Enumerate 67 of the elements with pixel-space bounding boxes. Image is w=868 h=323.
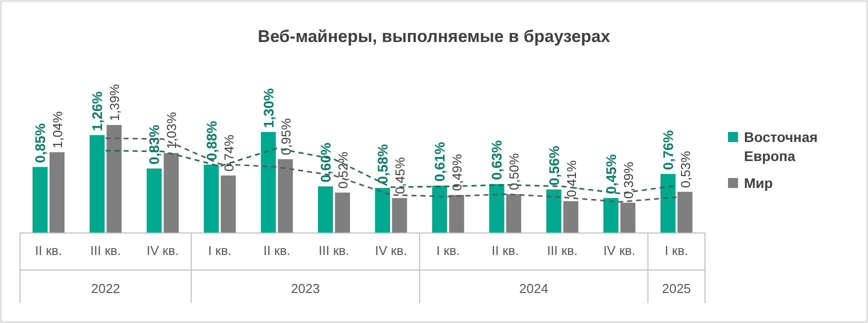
x-tick-label: III кв. bbox=[546, 243, 578, 258]
data-label: 0,83% bbox=[146, 124, 162, 165]
bar bbox=[50, 152, 65, 233]
data-label: 0,39% bbox=[620, 161, 636, 199]
data-label: 0,74% bbox=[221, 134, 236, 172]
text: 2022 bbox=[91, 281, 120, 296]
bar bbox=[506, 194, 522, 233]
data-label: 1,30% bbox=[260, 88, 276, 128]
data-label: 0,95% bbox=[278, 118, 294, 156]
bar bbox=[278, 159, 293, 233]
bar bbox=[392, 198, 408, 233]
text: 2025 bbox=[662, 281, 691, 296]
data-label: 0,76% bbox=[660, 130, 676, 170]
data-label: 1,39% bbox=[107, 84, 122, 121]
x-tick-label: III кв. bbox=[90, 243, 121, 258]
x-tick-label: I кв. bbox=[208, 243, 232, 258]
bar bbox=[164, 152, 179, 233]
bar bbox=[318, 186, 333, 233]
x-tick-label: IV кв. bbox=[603, 243, 636, 258]
data-label: 0,52% bbox=[335, 151, 350, 189]
bar bbox=[432, 186, 448, 233]
data-label: 0,56% bbox=[546, 145, 562, 186]
data-label: 1,26% bbox=[89, 90, 106, 132]
bar bbox=[90, 135, 105, 233]
data-label: 0,61% bbox=[432, 141, 448, 182]
data-label: 0,63% bbox=[488, 140, 505, 180]
bar bbox=[106, 125, 122, 233]
bar bbox=[375, 188, 390, 233]
x-tick-label: IV кв. bbox=[146, 243, 179, 258]
data-label: 1,03% bbox=[164, 112, 180, 149]
x-tick-label: II кв. bbox=[492, 243, 519, 258]
bar bbox=[603, 198, 618, 233]
x-tick-label: III кв. bbox=[318, 243, 350, 258]
bar bbox=[546, 189, 562, 233]
data-label: 0,53% bbox=[678, 150, 693, 188]
chart-title: Веб-майнеры, выполняемые в браузерах bbox=[258, 27, 611, 46]
x-tick-label: IV кв. bbox=[374, 243, 408, 258]
data-label: 0,60% bbox=[317, 142, 334, 182]
legend-label: Восточная Европа bbox=[744, 129, 818, 164]
x-tick-label: II кв. bbox=[35, 243, 62, 258]
text: 2024 bbox=[519, 281, 548, 296]
bar bbox=[489, 184, 504, 233]
data-label: 0,45% bbox=[602, 154, 619, 194]
data-label: 1,04% bbox=[50, 110, 66, 148]
bar bbox=[334, 192, 350, 233]
text: 2023 bbox=[290, 281, 320, 296]
x-tick-label: II кв. bbox=[263, 243, 290, 258]
data-label: 0,45% bbox=[392, 156, 408, 194]
bar bbox=[563, 201, 578, 233]
data-label: 0,49% bbox=[450, 154, 465, 191]
data-label: 0,58% bbox=[374, 144, 391, 184]
bar bbox=[449, 194, 464, 233]
bar bbox=[146, 168, 162, 233]
x-tick-label: I кв. bbox=[664, 243, 688, 258]
bar bbox=[204, 164, 219, 233]
legend-label: Мир bbox=[744, 175, 773, 191]
data-label: 0,88% bbox=[203, 120, 220, 161]
bar bbox=[32, 166, 48, 233]
bar bbox=[677, 192, 692, 233]
data-label: 0,41% bbox=[564, 160, 579, 198]
bar bbox=[220, 176, 236, 233]
x-tick-label: I кв. bbox=[436, 243, 460, 258]
bar bbox=[260, 132, 276, 233]
bar bbox=[660, 174, 676, 233]
data-label: 0,85% bbox=[32, 122, 48, 163]
bar bbox=[620, 202, 636, 233]
data-label: 0,50% bbox=[506, 152, 522, 190]
